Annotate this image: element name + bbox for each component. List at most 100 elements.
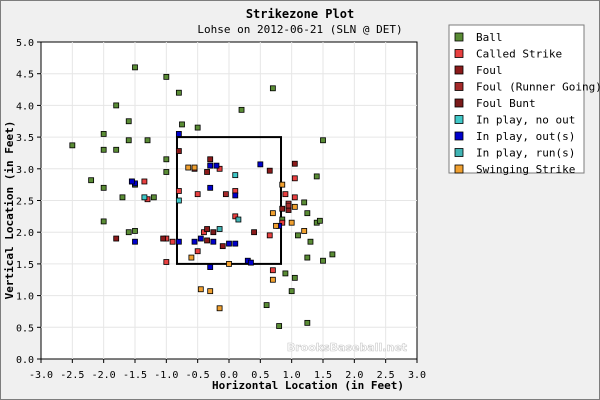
pitch-point (207, 162, 214, 169)
x-tick-label: -1.0 (154, 370, 178, 381)
y-tick-label: 1.0 (16, 292, 34, 303)
pitch-point (226, 240, 232, 247)
legend-swatch (454, 115, 464, 124)
pitch-point (291, 203, 298, 210)
x-tick-label: 2.5 (377, 370, 395, 381)
pitch-point (113, 102, 120, 109)
chart-subtitle: Lohse on 2012-06-21 (SLN @ DET) (197, 23, 402, 36)
x-tick-label: 0.0 (220, 370, 238, 381)
y-tick-label: 2.0 (16, 228, 34, 239)
pitch-point (232, 172, 239, 179)
pitch-point (295, 232, 301, 239)
x-tick-label: 1.5 (314, 370, 332, 381)
legend-label: Foul (Runner Going) (476, 81, 600, 94)
pitch-points (69, 64, 336, 329)
x-tick-label: 1.0 (283, 370, 301, 381)
pitch-point (269, 85, 276, 92)
pitch-point (144, 137, 151, 144)
pitch-point (175, 89, 182, 96)
pitch-point (307, 238, 314, 245)
pitch-point (197, 235, 204, 242)
pitch-point (216, 165, 223, 172)
pitch-point (232, 192, 239, 199)
pitch-point (69, 142, 76, 149)
y-tick-label: 2.5 (16, 197, 34, 208)
y-tick-label: 4.0 (16, 101, 34, 112)
pitch-point (191, 238, 198, 245)
pitch-point (238, 106, 245, 113)
pitch-point (269, 276, 276, 283)
pitch-point (141, 178, 148, 185)
y-tick-label: 1.5 (16, 260, 34, 271)
pitch-point (213, 162, 220, 169)
pitch-point (207, 184, 214, 191)
pitch-point (100, 146, 107, 153)
pitch-point (279, 205, 286, 212)
legend-swatch (454, 32, 464, 42)
pitch-point (301, 199, 308, 206)
x-axis-ticks: -3.0 -2.5 -2.0 -1.5 -1.0 -0.5 0.0 0.5 1.0 1.5 2.0 2… (29, 359, 426, 381)
pitch-point (232, 240, 239, 247)
pitch-point (276, 323, 283, 329)
pitch-point (188, 254, 195, 261)
x-tick-label: 0.5 (251, 370, 269, 381)
pitch-point (175, 197, 182, 204)
pitch-point (150, 194, 157, 201)
y-tick-label: 0.5 (16, 323, 34, 334)
pitch-point (125, 229, 132, 236)
pitch-point (100, 218, 107, 225)
y-tick-label: 0.0 (16, 355, 34, 366)
pitch-point (257, 161, 264, 168)
pitch-point (125, 118, 132, 125)
pitch-point (320, 257, 326, 264)
pitch-point (194, 248, 201, 255)
pitch-point (132, 64, 138, 71)
pitch-point (113, 146, 120, 153)
y-axis-ticks: 0.0 0.5 1.0 1.5 2.0 2.5 3.0 3.5 4.0 4.5 5.0 (16, 38, 41, 366)
chart-title: Strikezone Plot (246, 7, 354, 21)
x-tick-label: -1.5 (123, 370, 147, 381)
pitch-point (291, 194, 298, 201)
pitch-point (207, 264, 214, 270)
pitch-point (204, 169, 210, 175)
pitch-point (269, 267, 276, 274)
pitch-point (248, 259, 254, 266)
pitch-point (191, 164, 198, 171)
pitch-point (251, 229, 257, 236)
pitch-point (169, 238, 176, 245)
y-tick-label: 3.0 (16, 165, 34, 176)
x-tick-label: 2.0 (345, 370, 363, 381)
pitch-point (163, 73, 170, 80)
pitch-point (163, 156, 170, 163)
pitch-point (288, 288, 295, 295)
pitch-point (329, 251, 336, 258)
pitch-point (128, 178, 135, 185)
legend-label: Swinging Strike (476, 163, 575, 176)
pitch-point (141, 194, 148, 201)
pitch-point (210, 229, 217, 236)
pitch-point (194, 191, 201, 198)
pitch-point (125, 137, 132, 144)
watermark: BrooksBaseball.net (287, 341, 407, 354)
legend-swatch (454, 131, 464, 141)
pitch-point (179, 121, 185, 128)
y-tick-label: 4.5 (16, 70, 34, 81)
pitch-point (216, 226, 223, 232)
pitch-point (119, 194, 126, 201)
x-tick-label: 3.0 (408, 370, 426, 381)
pitch-point (301, 228, 308, 234)
legend-label: Foul (476, 64, 503, 77)
pitch-point (282, 191, 289, 198)
pitch-point (216, 305, 223, 312)
pitch-point (163, 259, 170, 265)
pitch-point (273, 222, 279, 229)
x-tick-label: -2.0 (92, 370, 116, 381)
legend-label: Foul Bunt (476, 97, 536, 110)
grid-lines (41, 42, 417, 359)
pitch-point (163, 169, 170, 175)
pitch-point (279, 181, 286, 188)
legend-label: In play, no out (476, 114, 575, 127)
pitch-point (100, 131, 107, 137)
pitch-point (132, 238, 138, 245)
y-tick-label: 3.5 (16, 133, 34, 144)
